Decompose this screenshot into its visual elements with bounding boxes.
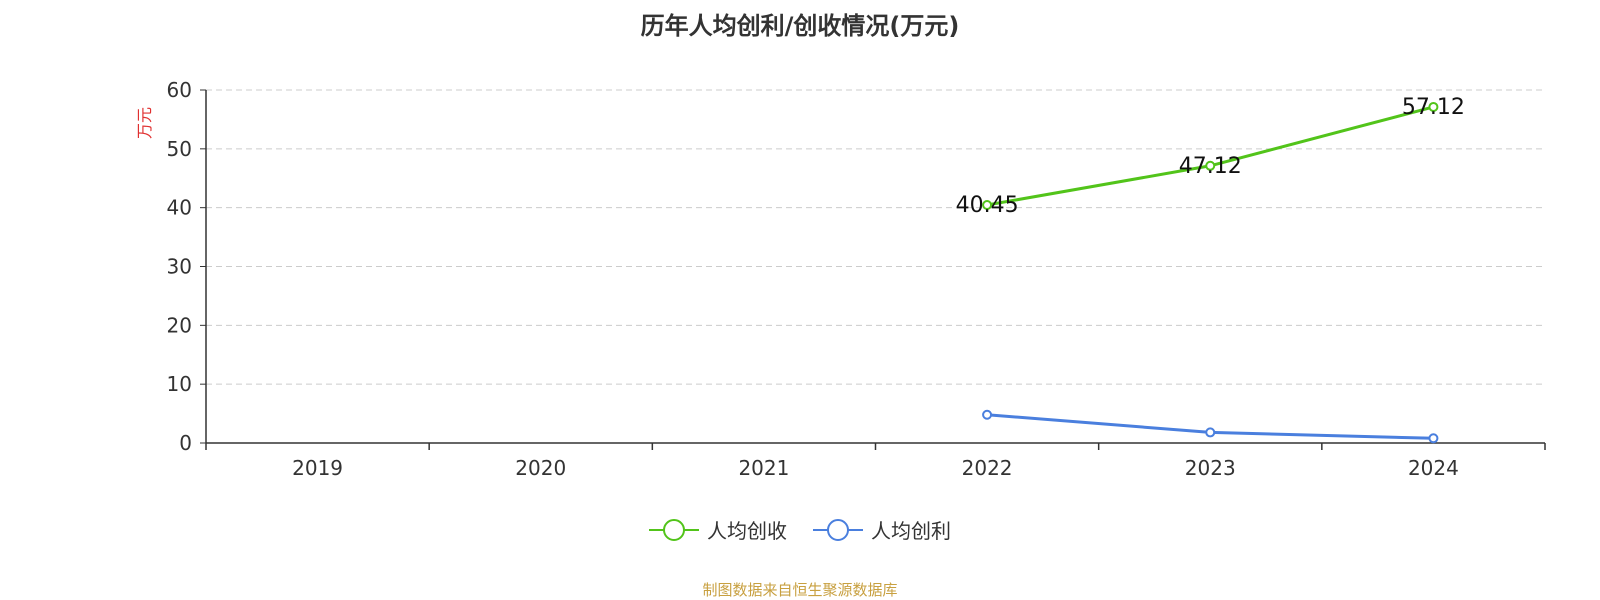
data-label: 47.12 [1179, 154, 1242, 179]
legend-item[interactable]: 人均创收 [649, 515, 787, 544]
data-labels: 40.45 47.12 57.12 [956, 95, 1465, 218]
axes: 0 10 20 30 40 50 60 2019 2020 2021 2022 2023 2024 [167, 78, 1546, 480]
y-tick-label: 10 [167, 372, 192, 396]
legend-swatch-icon [649, 518, 699, 541]
y-tick-label: 40 [167, 196, 192, 220]
x-tick-label: 2023 [1185, 456, 1236, 480]
y-axis-label: 万元 [135, 107, 154, 139]
y-tick-label: 20 [167, 313, 192, 337]
x-tick-label: 2022 [962, 456, 1013, 480]
data-label: 57.12 [1402, 95, 1465, 120]
x-tick-label: 2020 [515, 456, 566, 480]
y-tick-label: 0 [179, 431, 192, 455]
y-tick-label: 30 [167, 255, 192, 279]
series-group [982, 101, 1439, 444]
legend-item[interactable]: 人均创利 [813, 515, 951, 544]
data-point [1428, 433, 1439, 444]
data-point [982, 200, 993, 211]
legend-label: 人均创利 [871, 519, 951, 543]
y-tick-label: 60 [167, 78, 192, 102]
legend: 人均创收 人均创利 [0, 515, 1600, 544]
legend-swatch-icon [813, 518, 863, 541]
chart-title: 历年人均创利/创收情况(万元) [640, 12, 960, 40]
data-point [1205, 160, 1216, 171]
x-tick-label: 2024 [1408, 456, 1459, 480]
y-tick-label: 50 [167, 137, 192, 161]
x-tick-label: 2019 [292, 456, 343, 480]
legend-label: 人均创收 [707, 519, 787, 543]
legend-marker [827, 518, 849, 541]
data-point [1428, 101, 1439, 112]
data-point [1205, 427, 1216, 438]
grid-lines [206, 89, 1545, 385]
x-tick-label: 2021 [738, 456, 789, 480]
legend-marker [663, 518, 685, 541]
data-label: 40.45 [956, 193, 1019, 218]
data-point [982, 409, 993, 420]
source-note: 制图数据来自恒生聚源数据库 [702, 581, 898, 599]
